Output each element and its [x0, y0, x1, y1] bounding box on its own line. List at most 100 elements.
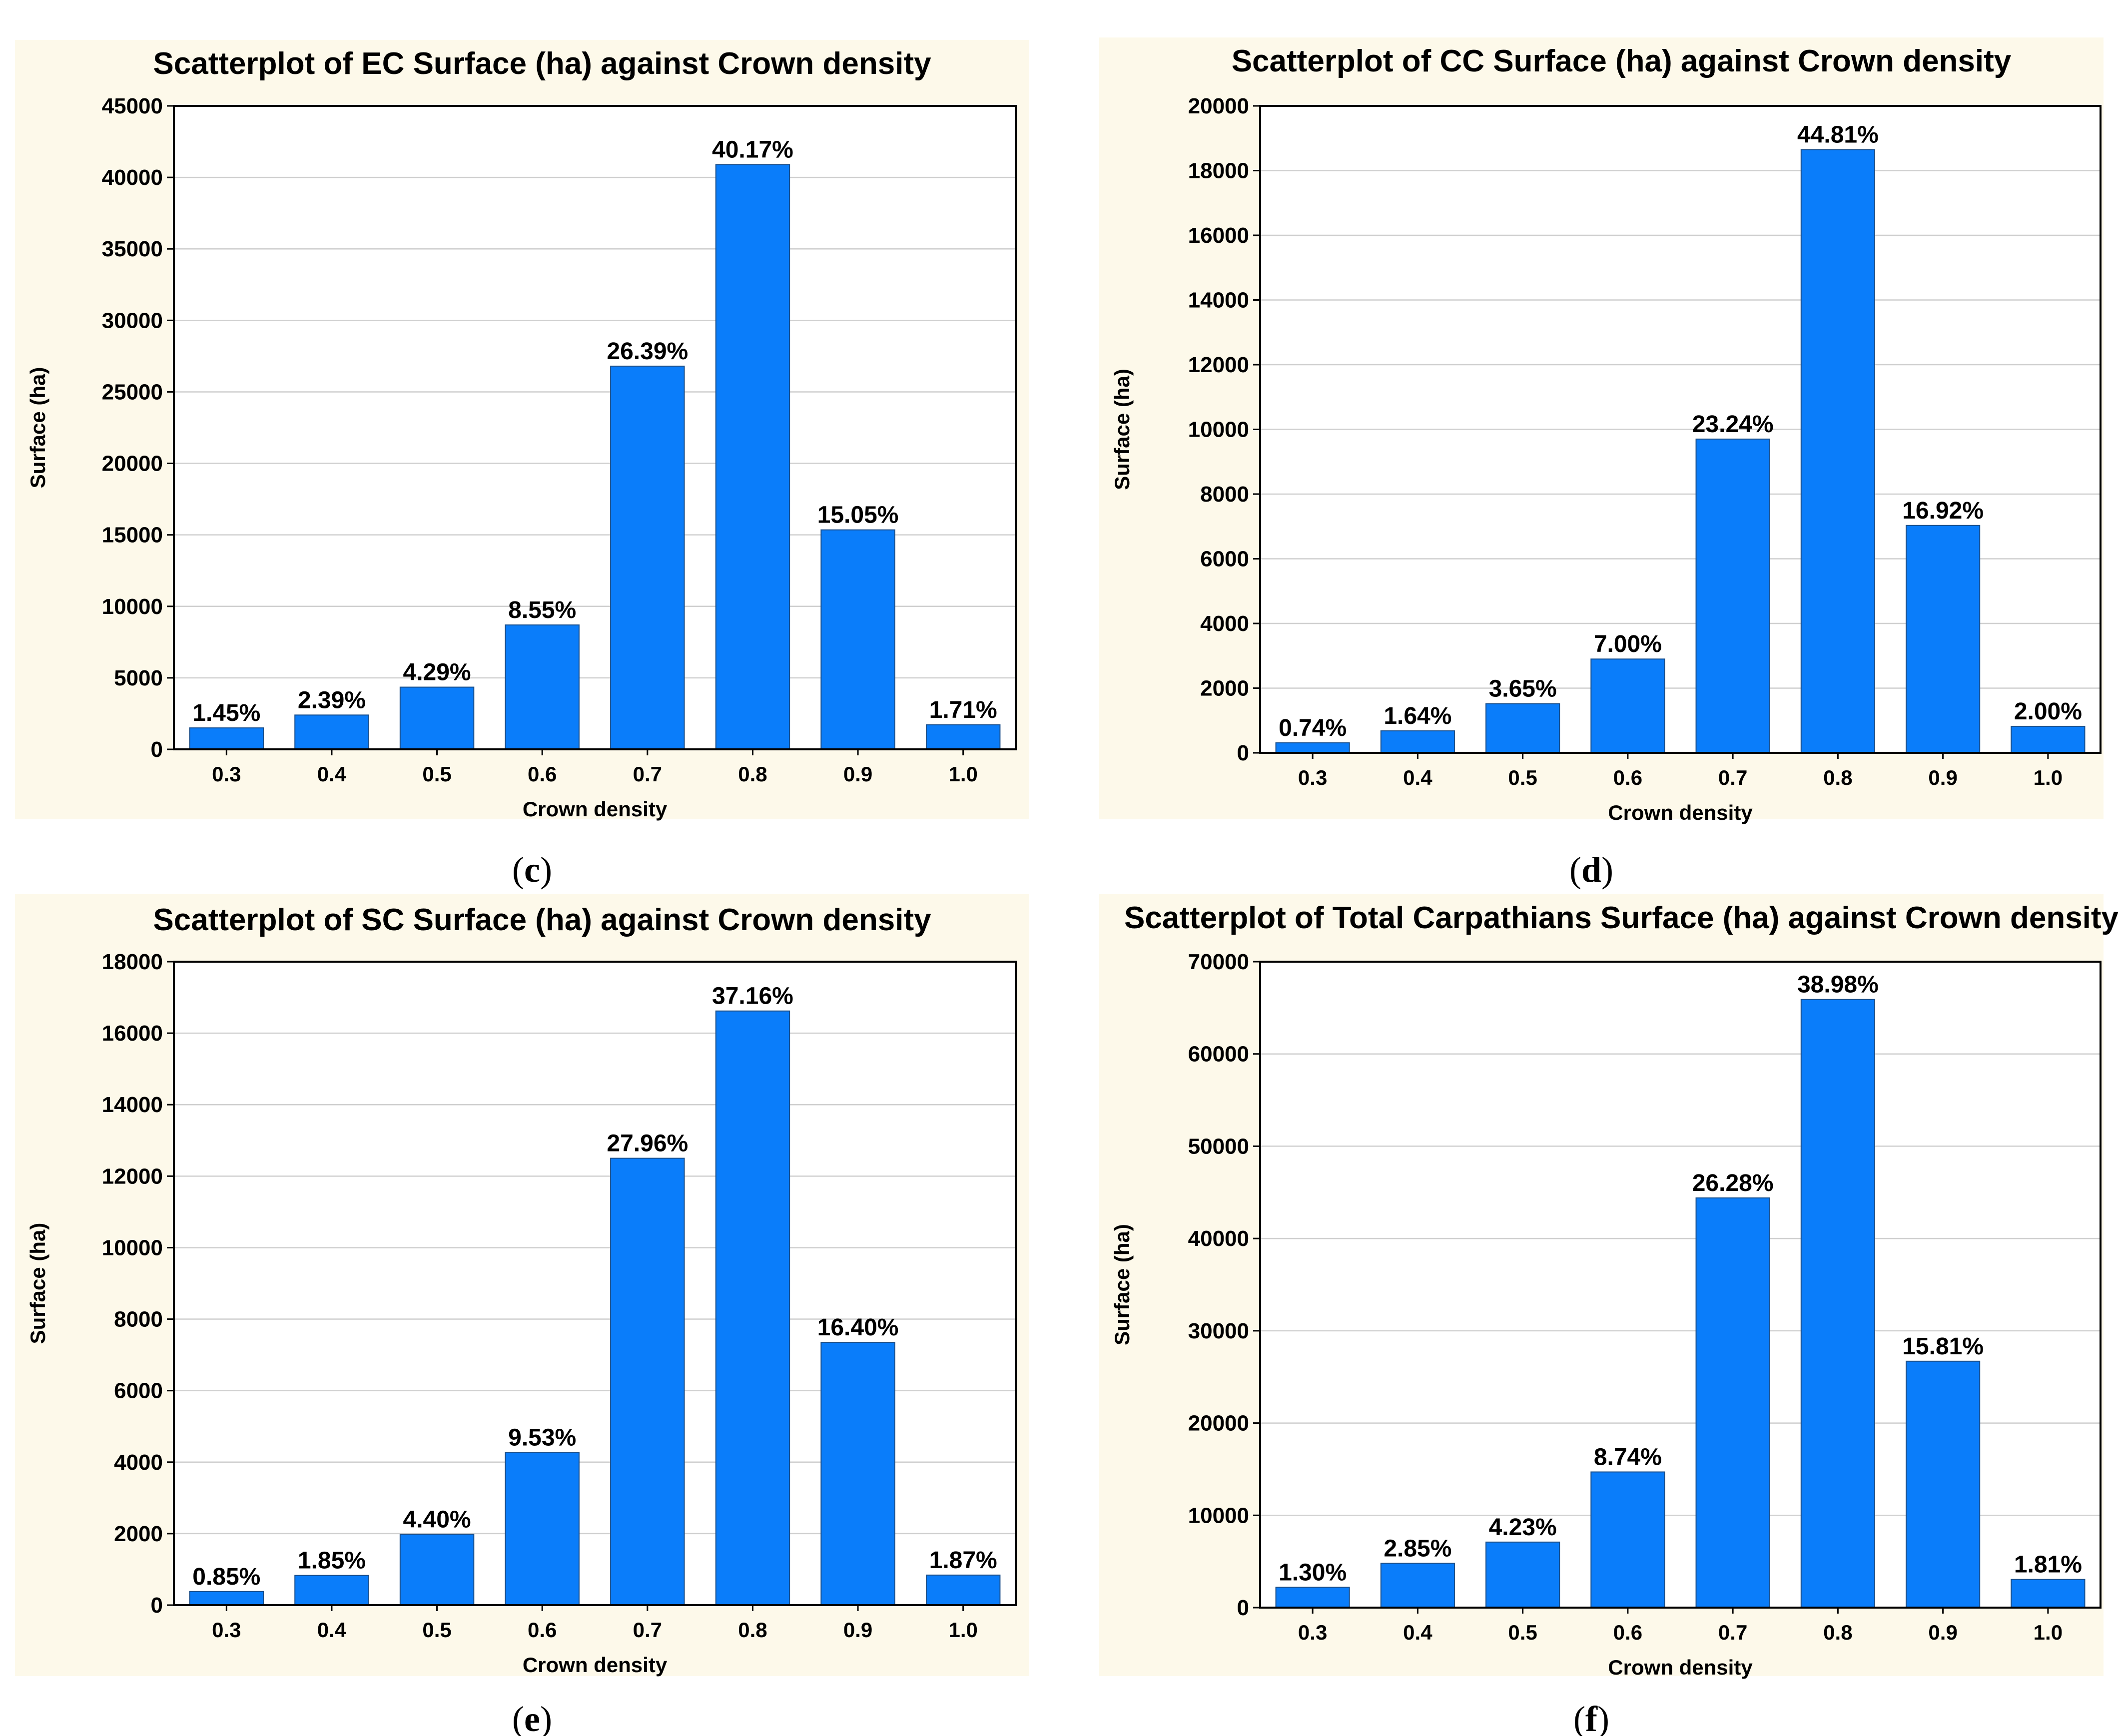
y-tick-label: 20000 — [1188, 1411, 1249, 1436]
data-label: 1.85% — [298, 1548, 366, 1574]
data-label: 26.39% — [607, 338, 688, 365]
y-tick-label: 10000 — [1188, 418, 1249, 442]
data-label: 1.87% — [929, 1547, 997, 1574]
bar — [610, 1157, 685, 1606]
chart-d: 0 2000 4000 6000 8000 10000 12000 14000 16000 180… — [1099, 37, 2104, 890]
y-tick-label: 10000 — [102, 1235, 163, 1260]
y-tick-label: 70000 — [1188, 950, 1249, 974]
y-tick-label: 0 — [1237, 741, 1249, 765]
y-axis-label: Surface (ha) — [1110, 369, 1134, 490]
x-tick-label: 1.0 — [2034, 766, 2063, 789]
bar — [610, 365, 685, 750]
y-tick-label: 18000 — [102, 950, 163, 974]
caption-close: ) — [1597, 1699, 1609, 1736]
caption-letter: d — [1581, 850, 1601, 890]
data-label: 1.45% — [192, 700, 260, 726]
x-tick-label: 0.6 — [1613, 766, 1642, 789]
data-label: 7.00% — [1594, 631, 1662, 657]
caption-open: ( — [1573, 1699, 1585, 1736]
y-tick-label: 0 — [1237, 1596, 1249, 1620]
y-tick-label: 40000 — [1188, 1226, 1249, 1251]
data-label: 15.05% — [817, 502, 899, 529]
x-tick-label: 1.0 — [948, 1618, 977, 1642]
data-label: 4.29% — [403, 659, 471, 685]
x-tick-label: 0.4 — [1403, 766, 1432, 789]
caption-open: ( — [1569, 850, 1581, 890]
x-tick-label: 0.6 — [528, 1618, 557, 1642]
x-tick-label: 0.6 — [1613, 1621, 1642, 1644]
y-axis-label: Surface (ha) — [26, 367, 49, 489]
caption-letter: f — [1585, 1699, 1598, 1736]
bar — [1695, 438, 1770, 753]
bar — [1275, 742, 1350, 753]
y-tick-label: 60000 — [1188, 1042, 1249, 1067]
caption-letter: c — [524, 850, 540, 890]
bar — [1380, 730, 1455, 753]
y-tick-label: 6000 — [1200, 547, 1249, 572]
bar — [1695, 1197, 1770, 1609]
y-tick-label: 18000 — [1188, 159, 1249, 183]
bar — [1906, 525, 1981, 753]
y-axis-label: Surface (ha) — [26, 1223, 49, 1344]
x-tick-label: 0.8 — [738, 1618, 767, 1642]
x-tick-label: 0.9 — [1928, 766, 1957, 789]
data-label: 44.81% — [1797, 121, 1879, 148]
bar — [1380, 1563, 1455, 1609]
plot-frame — [1259, 105, 2102, 754]
chart-f: 0 10000 20000 30000 40000 50000 60000 70000 1.30… — [1099, 894, 2118, 1736]
bar — [294, 1575, 369, 1606]
chart-title: Scatterplot of EC Surface (ha) against C… — [153, 46, 931, 81]
caption-close: ) — [540, 1699, 552, 1736]
y-tick-label: 25000 — [102, 380, 163, 404]
bar — [925, 724, 1001, 750]
y-tick-label: 5000 — [114, 666, 163, 690]
data-label: 16.92% — [1902, 498, 1984, 524]
x-axis-label: Crown density — [1608, 1656, 1753, 1679]
bar — [1485, 703, 1560, 753]
y-tick-label: 8000 — [1200, 482, 1249, 507]
panel-caption: (d) — [1569, 850, 1613, 890]
data-label: 0.85% — [192, 1564, 260, 1590]
data-label: 40.17% — [712, 136, 793, 163]
data-label: 8.55% — [508, 597, 576, 623]
y-tick-label: 8000 — [114, 1307, 163, 1332]
y-tick-label: 14000 — [102, 1093, 163, 1117]
bar — [1275, 1587, 1350, 1608]
bar — [1800, 149, 1875, 754]
bar — [2011, 725, 2086, 754]
bar — [925, 1574, 1001, 1606]
y-tick-label: 12000 — [102, 1164, 163, 1188]
bar — [2011, 1579, 2086, 1608]
bar — [505, 624, 580, 750]
plot-frame — [173, 961, 1017, 1606]
bar — [294, 714, 369, 750]
bar — [1906, 1360, 1981, 1608]
x-axis-label: Crown density — [523, 797, 668, 821]
x-tick-label: 0.9 — [1928, 1621, 1957, 1644]
chart-title: Scatterplot of SC Surface (ha) against C… — [153, 903, 931, 937]
data-label: 23.24% — [1692, 411, 1774, 438]
plot-frame — [173, 105, 1017, 750]
data-label: 1.71% — [929, 697, 997, 723]
data-label: 1.81% — [2014, 1552, 2082, 1578]
y-tick-label: 20000 — [102, 452, 163, 476]
y-tick-label: 4000 — [114, 1450, 163, 1475]
caption-open: ( — [512, 1699, 524, 1736]
x-tick-label: 0.6 — [528, 762, 557, 786]
data-label: 2.85% — [1384, 1535, 1451, 1562]
x-tick-label: 0.5 — [422, 1618, 451, 1642]
bar — [715, 1010, 790, 1606]
data-label: 15.81% — [1902, 1333, 1984, 1360]
bar — [1590, 658, 1665, 753]
bar — [715, 164, 790, 750]
x-tick-label: 0.4 — [317, 1618, 347, 1642]
y-tick-label: 40000 — [102, 165, 163, 190]
y-tick-label: 16000 — [102, 1021, 163, 1046]
bar — [1590, 1471, 1665, 1608]
plot-frame — [1259, 961, 2102, 1609]
x-tick-label: 0.3 — [212, 1618, 241, 1642]
y-tick-label: 12000 — [1188, 353, 1249, 377]
chart-c: 0 5000 10000 15000 20000 25000 30000 35000 40000… — [15, 40, 1029, 890]
data-label: 4.40% — [403, 1506, 471, 1533]
